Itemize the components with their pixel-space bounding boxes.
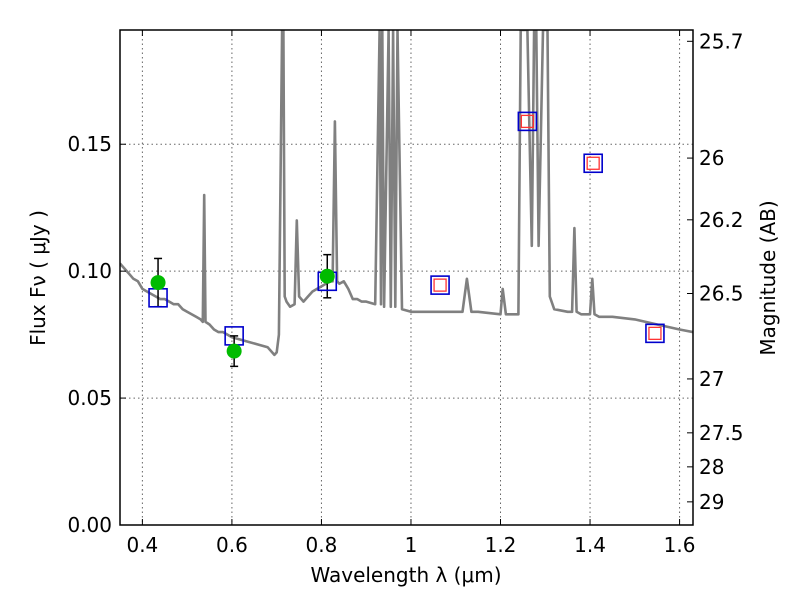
right-tick-label: 27.5 xyxy=(699,421,744,445)
model-phot-inner-square xyxy=(520,114,535,129)
right-tick-label: 25.7 xyxy=(699,29,744,53)
observed-point xyxy=(319,268,335,284)
right-axis-label: Magnitude (AB) xyxy=(756,200,780,355)
x-tick-label: 0.8 xyxy=(306,533,338,557)
right-tick-label: 29 xyxy=(699,490,724,514)
model-phot-inner-square xyxy=(433,278,447,292)
x-tick-label: 1 xyxy=(405,533,418,557)
x-axis-label: Wavelength λ (μm) xyxy=(310,563,501,587)
observed-point xyxy=(150,275,166,291)
model-phot-inner-square xyxy=(648,326,662,340)
x-tick-label: 1.4 xyxy=(574,533,606,557)
spectrum-line xyxy=(120,30,693,357)
y-axis: 0.00 0.05 0.10 0.15 xyxy=(67,132,126,537)
right-tick-label: 28 xyxy=(699,455,724,479)
y-axis-label: Flux Fν ( μJy ) xyxy=(26,210,50,346)
grid xyxy=(120,30,693,526)
right-tick-label: 26.2 xyxy=(699,208,744,232)
model-phot-square xyxy=(517,111,538,132)
plot-background xyxy=(120,30,693,525)
right-axis: 25.7 26 26.2 26.5 27 27.5 28 29 xyxy=(687,29,744,514)
x-tick-label: 1.6 xyxy=(664,533,696,557)
x-tick-label: 0.6 xyxy=(216,533,248,557)
plot-frame xyxy=(119,29,694,526)
y-tick-label: 0.00 xyxy=(67,513,112,537)
right-tick-label: 26.5 xyxy=(699,281,744,305)
right-tick-label: 26 xyxy=(699,146,724,170)
plot-area xyxy=(120,30,693,368)
x-tick-label: 1.2 xyxy=(485,533,517,557)
model-phot-square xyxy=(645,323,665,344)
y-tick-label: 0.15 xyxy=(67,132,112,156)
right-tick-label: 27 xyxy=(699,367,724,391)
observed-point xyxy=(226,343,242,359)
x-axis: 0.4 0.6 0.8 1 1.2 1.4 1.6 xyxy=(126,30,695,557)
model-phot-square xyxy=(430,275,450,295)
model-phot-square xyxy=(583,153,603,174)
x-tick-label: 0.4 xyxy=(126,533,158,557)
y-tick-label: 0.05 xyxy=(67,386,112,410)
y-tick-label: 0.10 xyxy=(67,259,112,283)
model-phot-inner-square xyxy=(586,156,600,170)
